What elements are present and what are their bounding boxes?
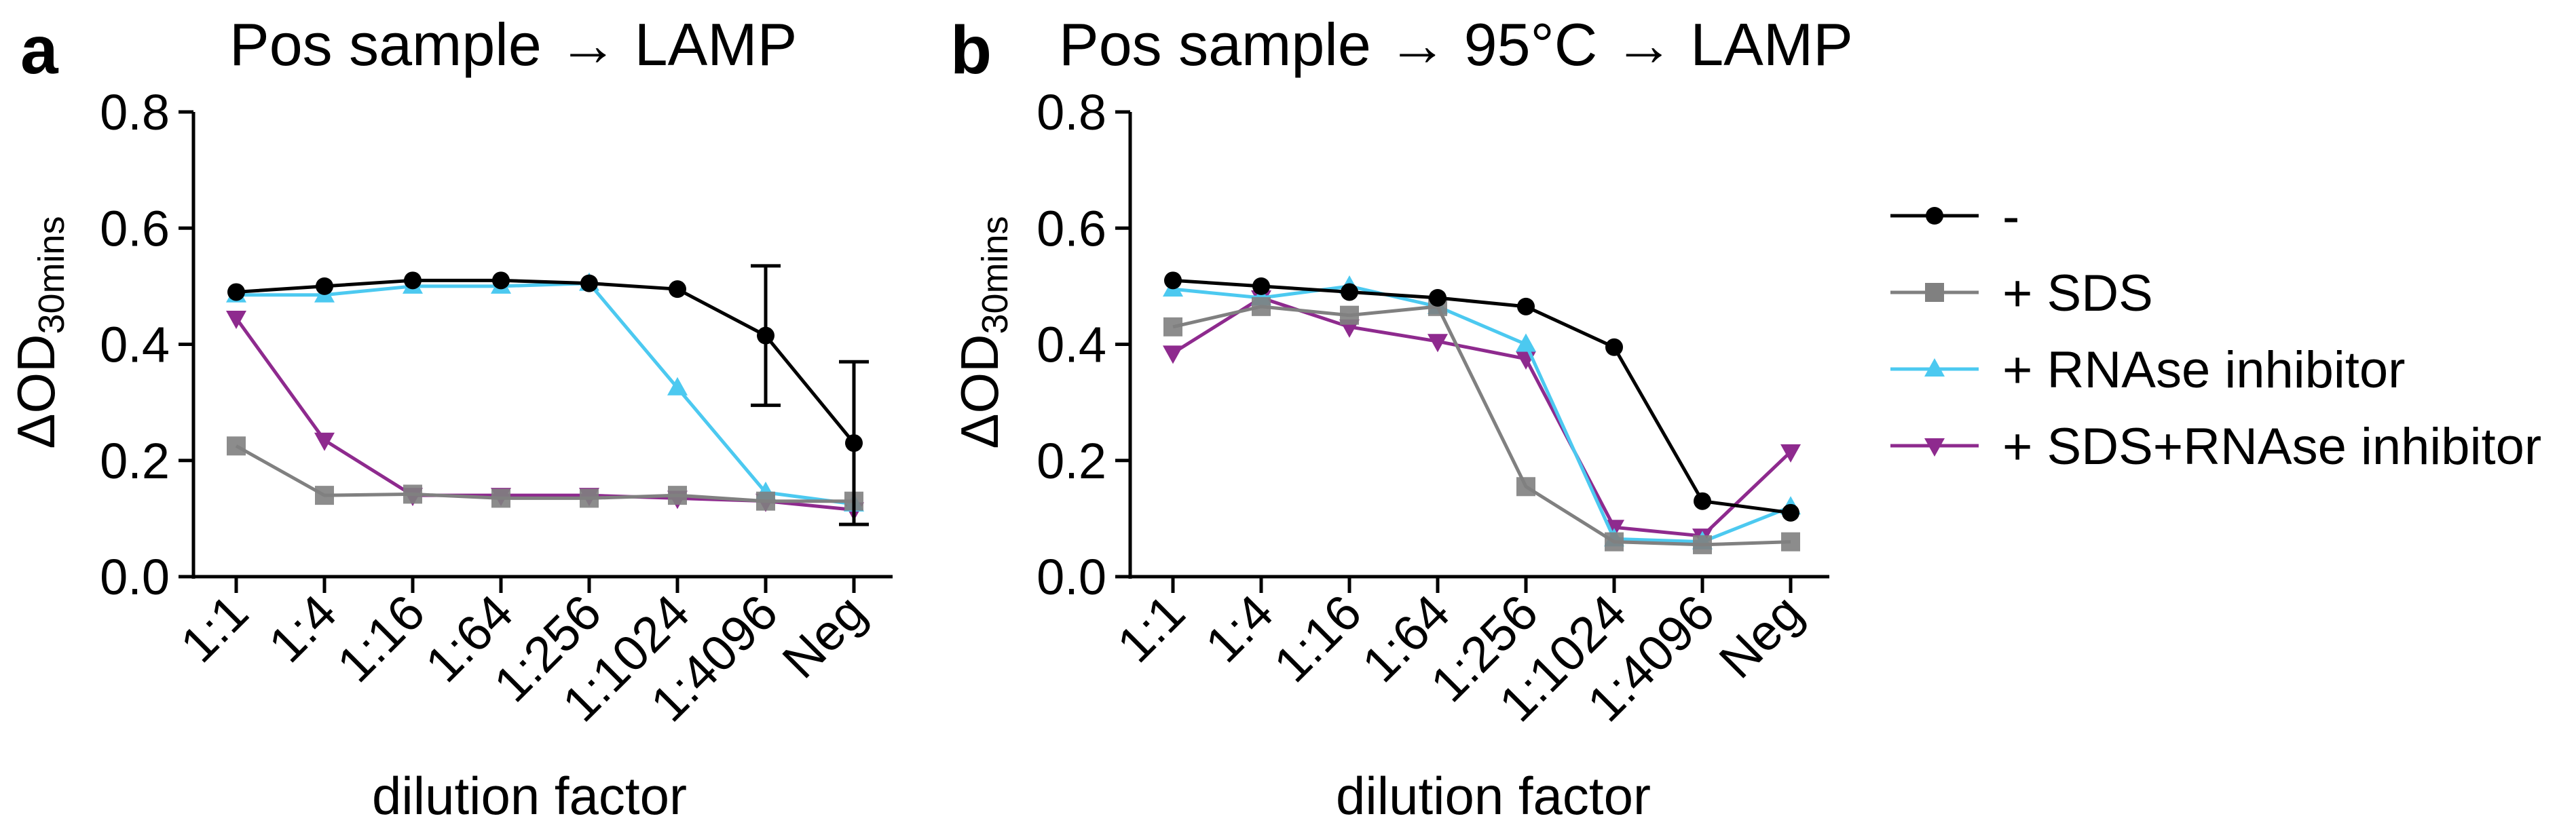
data-point xyxy=(1694,492,1711,510)
data-point xyxy=(580,274,598,292)
legend-label: - xyxy=(2002,188,2019,246)
data-point xyxy=(1781,532,1800,552)
data-point xyxy=(314,432,335,451)
x-tick-label: 1:1 xyxy=(1106,584,1195,673)
x-tick-label: Neg xyxy=(1709,584,1814,689)
panel-a-ylabel: ΔOD30mins xyxy=(6,216,72,448)
legend-item: + SDS xyxy=(1890,265,2153,322)
legend-marker xyxy=(1924,438,1945,457)
legend-marker xyxy=(1925,283,1944,302)
y-tick-label: 0.2 xyxy=(100,433,170,489)
panel-b-letter: b xyxy=(950,12,992,88)
panel-a-letter: a xyxy=(20,12,59,88)
y-tick-label: 0.6 xyxy=(100,200,170,256)
data-point xyxy=(1782,503,1799,522)
data-point xyxy=(404,271,422,290)
y-tick-label: 0.8 xyxy=(1037,84,1106,140)
data-point xyxy=(1605,338,1623,356)
data-point xyxy=(403,484,422,504)
data-point xyxy=(316,277,333,295)
y-tick-label: 0.0 xyxy=(1037,549,1106,605)
legend-label: + SDS xyxy=(2002,265,2153,322)
data-point xyxy=(226,310,246,329)
panel-a-plot: 0.00.20.40.60.81:11:41:161:641:2561:1024… xyxy=(100,84,893,732)
data-point xyxy=(757,326,774,345)
panel-a-ylabel-main: ΔOD xyxy=(6,334,66,448)
panel-a-xlabel: dilution factor xyxy=(372,766,687,826)
data-point xyxy=(1605,532,1624,552)
data-point xyxy=(1341,283,1358,301)
series-line xyxy=(1172,296,1792,538)
x-tick-label: 1:16 xyxy=(1263,584,1373,693)
series-line xyxy=(236,278,855,444)
legend: - + SDS + RNAse inhibitor + SDS+RNAse inhib… xyxy=(1890,188,2541,476)
series-line xyxy=(234,317,855,512)
data-point xyxy=(669,280,686,299)
panel-b-xlabel: dilution factor xyxy=(1336,766,1651,826)
data-point xyxy=(1516,477,1535,497)
panel-a-title: Pos sample → LAMP xyxy=(229,11,797,78)
series-line xyxy=(1172,284,1791,544)
data-point xyxy=(1780,444,1801,463)
legend-marker xyxy=(1924,358,1945,377)
data-point xyxy=(491,488,510,508)
data-point xyxy=(1163,317,1182,336)
panel-b-plot: 0.00.20.40.60.81:11:41:161:641:2561:1024… xyxy=(1037,84,1829,732)
data-point xyxy=(1252,296,1271,316)
data-point xyxy=(756,491,775,511)
legend-marker xyxy=(1926,207,1943,225)
y-tick-label: 0.2 xyxy=(1037,433,1106,489)
data-point xyxy=(492,271,510,290)
y-tick-label: 0.4 xyxy=(1037,317,1106,373)
data-point xyxy=(1693,535,1712,554)
data-point xyxy=(1163,345,1183,364)
legend-item: - xyxy=(1890,188,2019,246)
data-point xyxy=(227,436,246,456)
data-point xyxy=(1340,305,1359,325)
y-tick-label: 0.8 xyxy=(100,84,170,140)
data-point xyxy=(1429,289,1446,307)
panel-b-ylabel-main: ΔOD xyxy=(950,334,1009,448)
data-point xyxy=(1164,271,1182,290)
data-point xyxy=(1517,297,1535,315)
data-point xyxy=(1427,334,1448,353)
panel-a-ylabel-sub: 30mins xyxy=(31,216,72,334)
data-point xyxy=(580,488,599,508)
x-tick-label: 1:16 xyxy=(326,584,436,693)
series-line xyxy=(235,444,854,503)
data-point xyxy=(1252,277,1270,295)
legend-label: + RNAse inhibitor xyxy=(2002,341,2406,399)
x-tick-label: Neg xyxy=(772,584,877,689)
legend-label: + SDS+RNAse inhibitor xyxy=(2002,418,2541,476)
legend-item: + RNAse inhibitor xyxy=(1890,341,2406,399)
data-point xyxy=(845,434,863,453)
series-line xyxy=(1172,278,1791,515)
data-point xyxy=(1516,333,1536,352)
data-point xyxy=(668,486,687,505)
series-line xyxy=(1172,305,1791,547)
series-line xyxy=(236,282,855,506)
panel-b-ylabel: ΔOD30mins xyxy=(950,216,1015,448)
y-tick-label: 0.0 xyxy=(100,549,170,605)
data-point xyxy=(667,377,688,396)
data-point xyxy=(315,486,334,505)
x-tick-label: 1:1 xyxy=(170,584,259,673)
data-point xyxy=(227,283,245,301)
y-tick-label: 0.6 xyxy=(1037,200,1106,256)
panel-b-title: Pos sample → 95°C → LAMP xyxy=(1059,11,1853,78)
y-tick-label: 0.4 xyxy=(100,317,170,373)
panel-b-ylabel-sub: 30mins xyxy=(975,216,1015,334)
legend-item: + SDS+RNAse inhibitor xyxy=(1890,418,2541,476)
